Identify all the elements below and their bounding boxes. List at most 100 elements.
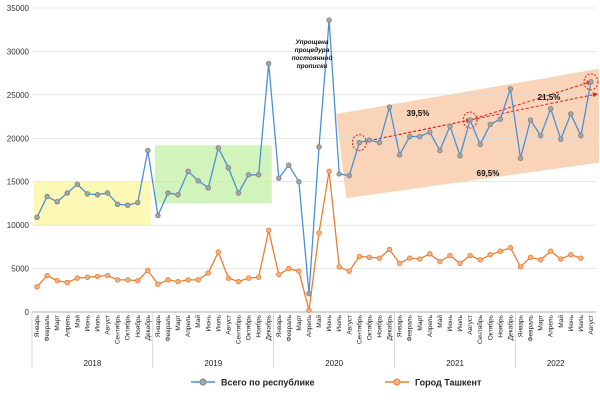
point-tashkent [225,275,232,281]
legend-swatch-marker [199,378,207,386]
point-tashkent [64,279,70,286]
annotation-line: Упрощена [295,39,329,46]
x-tick-label: Октябрь [486,314,494,340]
x-tick-label: Сентябрь [234,314,242,344]
point-republic [104,190,111,196]
point-tashkent [124,277,131,283]
x-tick-label: Июль [578,314,585,331]
legend: Всего по республике Город Ташкент [191,378,482,388]
x-tick-label: Май [315,315,323,328]
y-axis-ticks: 0 5000 10000 15000 20000 25000 30000 35000 [7,4,30,317]
point-republic [578,132,584,139]
point-republic [457,152,463,159]
point-republic [396,152,403,158]
x-tick-label: Февраль [528,314,535,341]
x-tick-label: Декабрь [386,314,394,340]
y-tick-label: 30000 [7,47,30,56]
point-republic [427,129,433,135]
point-republic [507,86,514,92]
point-tashkent [155,281,161,287]
point-republic [44,193,50,200]
point-republic [588,79,594,85]
point-republic [276,175,282,181]
point-republic [175,192,181,198]
y-tick-label: 5000 [11,265,29,274]
year-labels: 2018 2019 2020 2021 2022 [31,312,565,368]
point-tashkent [517,264,524,270]
y-tick-label: 25000 [7,91,30,100]
point-tashkent [527,254,534,260]
x-tick-label: Июнь [205,314,212,331]
point-tashkent [487,251,493,258]
point-republic [286,162,292,168]
annotation-line: прописки [297,63,328,70]
point-tashkent [316,230,322,236]
point-tashkent [507,245,514,251]
point-republic [326,17,332,23]
point-tashkent [457,260,463,267]
point-republic [437,147,443,154]
point-tashkent [447,252,453,259]
point-republic [185,168,191,174]
point-tashkent [135,278,141,284]
x-tick-label: Декабрь [144,314,152,340]
point-tashkent [366,254,373,260]
highlight-circle [462,111,478,129]
year-label: 2021 [446,359,464,368]
point-tashkent [276,271,282,278]
highlight-circle [351,134,367,152]
point-tashkent [235,278,242,285]
highlight-circle [583,73,599,91]
legend-label: Всего по республике [221,378,315,388]
point-tashkent [104,272,111,279]
point-republic [467,117,473,123]
point-republic [366,137,373,143]
point-tashkent [195,277,201,283]
point-republic [477,141,483,148]
trend-overlay [351,73,599,152]
point-republic [316,144,322,150]
point-republic [165,190,171,196]
point-republic [527,117,534,123]
year-label: 2022 [547,359,565,368]
point-republic [34,214,40,221]
point-tashkent [326,168,332,174]
legend-swatch-marker [393,378,401,386]
point-tashkent [568,251,574,258]
point-republic [537,132,544,139]
x-tick-label: Ноябрь [255,314,263,337]
point-republic [568,111,574,117]
x-tick-label: Февраль [286,314,293,341]
point-republic [195,178,201,184]
x-tick-label: Март [54,315,61,331]
point-tashkent [265,227,272,234]
x-tick-label: Апрель [64,314,71,337]
point-republic [306,291,312,297]
point-tashkent [417,256,423,262]
point-tashkent [386,246,393,253]
annotation-pct: 21,5% [538,93,561,102]
point-republic [215,145,222,151]
trend-arrow [359,92,598,144]
point-republic [74,181,81,188]
x-tick-label: Март [417,315,424,331]
point-republic [406,133,413,140]
point-tashkent [306,307,312,313]
point-tashkent [346,268,352,274]
x-tick-label: Февраль [407,314,414,341]
x-tick-label: Июль [215,314,222,331]
x-tick-label: Ноябрь [134,314,142,337]
x-tick-label: Июнь [326,314,333,331]
point-tashkent [296,268,302,274]
point-republic [356,139,363,146]
x-tick-label: Июнь [447,314,454,331]
point-tashkent [185,277,191,283]
point-tashkent [427,251,433,257]
x-tick-label: Январь [34,314,41,337]
point-republic [84,191,91,197]
x-tick-label: Ноябрь [496,314,504,337]
x-axis-ticks: Январь Февраль Март Апрель Май Июнь Июль Август… [34,314,595,344]
x-tick-label: Июль [457,314,464,331]
point-tashkent [165,277,171,283]
